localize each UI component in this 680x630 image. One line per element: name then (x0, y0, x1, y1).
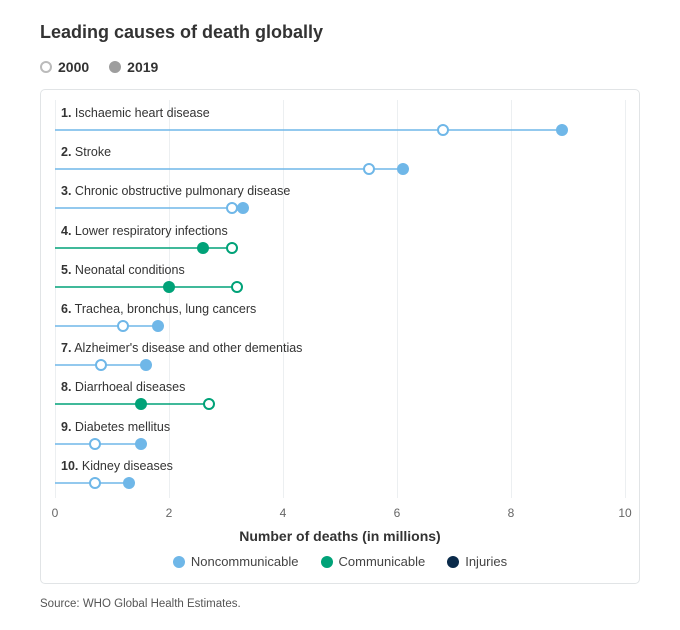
gridline (625, 100, 626, 498)
row-label: 8. Diarrhoeal diseases (55, 380, 625, 395)
year-legend: 2000 2019 (40, 59, 640, 75)
marker-2000 (40, 61, 52, 73)
x-axis-title: Number of deaths (in millions) (55, 528, 625, 544)
row-line (55, 129, 562, 131)
x-tick-label: 8 (508, 506, 515, 520)
dot-2000 (95, 359, 107, 371)
row-label: 7. Alzheimer's disease and other dementi… (55, 341, 625, 356)
chart-row: 1. Ischaemic heart disease (55, 106, 625, 145)
dot-2000 (89, 477, 101, 489)
legend-injuries-label: Injuries (465, 554, 507, 569)
dot-2000 (437, 124, 449, 136)
chart-row: 7. Alzheimer's disease and other dementi… (55, 341, 625, 380)
legend-2000-label: 2000 (58, 59, 89, 75)
dot-2000 (231, 281, 243, 293)
row-label: 9. Diabetes mellitus (55, 420, 625, 435)
dot-2000 (203, 398, 215, 410)
bar-area (55, 280, 625, 294)
chart-row: 4. Lower respiratory infections (55, 224, 625, 263)
row-label: 5. Neonatal conditions (55, 263, 625, 278)
chart-row: 10. Kidney diseases (55, 459, 625, 498)
dot-2019 (197, 242, 209, 254)
row-label: 3. Chronic obstructive pulmonary disease (55, 184, 625, 199)
chart-panel: 0 2 4 6 8 10 1. Ischaemic heart disease 2. Str… (40, 89, 640, 584)
dot-2019 (135, 438, 147, 450)
dot-2019 (163, 281, 175, 293)
row-label: 2. Stroke (55, 145, 625, 160)
dot-2000 (226, 242, 238, 254)
row-line (55, 286, 237, 288)
row-line (55, 168, 403, 170)
bar-area (55, 437, 625, 451)
row-line (55, 207, 243, 209)
x-tick-label: 2 (166, 506, 173, 520)
dot-2019 (152, 320, 164, 332)
dot-2019 (556, 124, 568, 136)
source-note: Source: WHO Global Health Estimates. (40, 598, 640, 610)
chart-row: 6. Trachea, bronchus, lung cancers (55, 302, 625, 341)
x-tick-label: 10 (618, 506, 631, 520)
x-tick-label: 0 (52, 506, 59, 520)
legend-dot-communicable (321, 556, 333, 568)
bar-area (55, 201, 625, 215)
dot-2000 (226, 202, 238, 214)
chart-row: 5. Neonatal conditions (55, 263, 625, 302)
legend-dot-noncommunicable (173, 556, 185, 568)
plot-area: 0246810 1. Ischaemic heart disease2. Str… (55, 100, 625, 520)
x-tick-label: 6 (394, 506, 401, 520)
bar-area (55, 162, 625, 176)
category-legend: Noncommunicable Communicable Injuries (55, 554, 625, 569)
legend-noncommunicable-label: Noncommunicable (191, 554, 299, 569)
dot-2019 (237, 202, 249, 214)
bar-area (55, 319, 625, 333)
legend-dot-injuries (447, 556, 459, 568)
dot-2019 (135, 398, 147, 410)
chart-row: 8. Diarrhoeal diseases (55, 380, 625, 419)
row-label: 6. Trachea, bronchus, lung cancers (55, 302, 625, 317)
legend-communicable-label: Communicable (339, 554, 426, 569)
dot-2019 (123, 477, 135, 489)
dot-2019 (140, 359, 152, 371)
row-label: 1. Ischaemic heart disease (55, 106, 625, 121)
marker-2019 (109, 61, 121, 73)
row-label: 4. Lower respiratory infections (55, 224, 625, 239)
row-line (55, 325, 158, 327)
bar-area (55, 397, 625, 411)
x-tick-label: 4 (280, 506, 287, 520)
legend-2019-label: 2019 (127, 59, 158, 75)
dot-2000 (117, 320, 129, 332)
chart-row: 2. Stroke (55, 145, 625, 184)
dot-2000 (89, 438, 101, 450)
row-label: 10. Kidney diseases (55, 459, 625, 474)
dot-2000 (363, 163, 375, 175)
bar-area (55, 358, 625, 372)
row-line (55, 403, 209, 405)
bar-area (55, 241, 625, 255)
dot-2019 (397, 163, 409, 175)
bar-area (55, 123, 625, 137)
chart-row: 3. Chronic obstructive pulmonary disease (55, 184, 625, 223)
bar-area (55, 476, 625, 490)
chart-title: Leading causes of death globally (40, 22, 640, 43)
chart-row: 9. Diabetes mellitus (55, 420, 625, 459)
